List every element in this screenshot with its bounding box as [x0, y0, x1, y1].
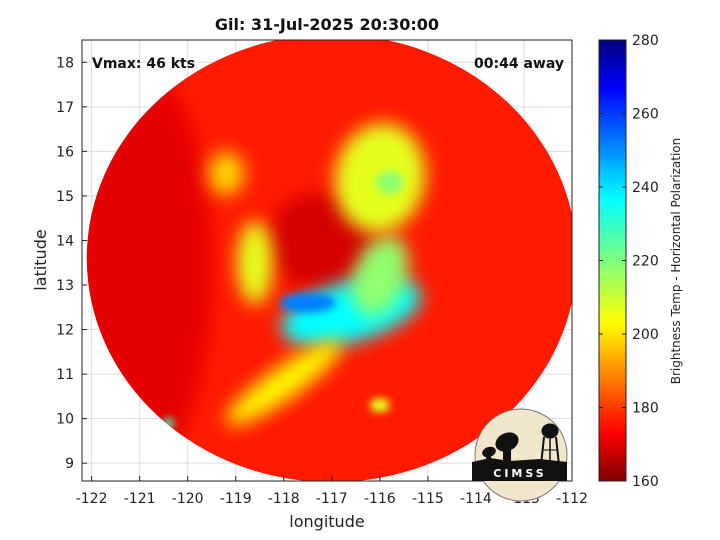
colorbar-tick-label: 280 [632, 33, 659, 49]
colorbar-tick-label: 260 [632, 107, 659, 123]
x-tick-label: -121 [124, 491, 156, 507]
colorbar-tick-label: 240 [632, 180, 659, 196]
feature-southern-eyewall-warm-core [279, 292, 336, 313]
x-tick-label: -115 [412, 491, 444, 507]
cimss-logo: CIMSS [472, 408, 568, 502]
feature-northern-band-inner [375, 170, 404, 195]
colorbar-gradient [598, 39, 627, 482]
colorbar-label: Brightness Temp - Horizontal Polarizatio… [669, 138, 683, 385]
x-tick-label: -119 [220, 491, 252, 507]
feature-southeast-blob [369, 398, 390, 413]
x-tick-label: -120 [172, 491, 204, 507]
x-tick-label: -118 [268, 491, 300, 507]
axes-frame [81, 39, 573, 482]
chart-title: Gil: 31-Jul-2025 20:30:00 [215, 15, 439, 34]
time-away-annotation: 00:44 away [474, 56, 564, 72]
plot-area [82, 40, 572, 481]
feature-northwest-cells [208, 151, 245, 196]
x-tick-label: -114 [460, 491, 492, 507]
x-tick-label: -112 [556, 491, 588, 507]
y-tick-label: 10 [56, 412, 74, 428]
y-tick-label: 18 [56, 55, 74, 71]
feature-western-ring [236, 220, 273, 305]
satellite-dish-icon [482, 432, 519, 463]
cimss-logo-text: CIMSS [493, 467, 546, 480]
colorbar-tick-label: 200 [632, 327, 659, 343]
colorbar-tick-label: 220 [632, 254, 659, 270]
y-tick-label: 16 [56, 144, 74, 160]
feature-southwest-band [225, 340, 342, 426]
y-tick-label: 9 [65, 456, 74, 472]
y-tick-label: 11 [56, 367, 74, 383]
colorbar-ticks: 160 180 200 220 240 260 280 [599, 33, 659, 490]
colorbar: 160 180 200 220 240 260 280 Brightness Temp - … [598, 33, 683, 490]
x-tick-label: -117 [316, 491, 348, 507]
swath-heatmap [86, 40, 572, 481]
vmax-annotation: Vmax: 46 kts [92, 56, 195, 72]
y-tick-label: 12 [56, 323, 74, 339]
y-axis-label: latitude [31, 229, 50, 290]
y-tick-label: 14 [56, 233, 74, 249]
feature-eastern-eyewall [351, 235, 409, 317]
y-tick-label: 15 [56, 189, 74, 205]
x-ticks: -122-121-120-119-118-117-116-115-114-113… [76, 476, 588, 507]
colorbar-tick-label: 160 [632, 474, 659, 490]
x-axis-label: longitude [289, 512, 364, 531]
y-tick-label: 13 [56, 278, 74, 294]
x-tick-label: -122 [76, 491, 108, 507]
y-ticks: 9 10 11 12 13 14 15 16 17 18 [56, 55, 87, 472]
x-tick-label: -116 [364, 491, 396, 507]
y-tick-label: 17 [56, 100, 74, 116]
colorbar-tick-label: 180 [632, 401, 659, 417]
